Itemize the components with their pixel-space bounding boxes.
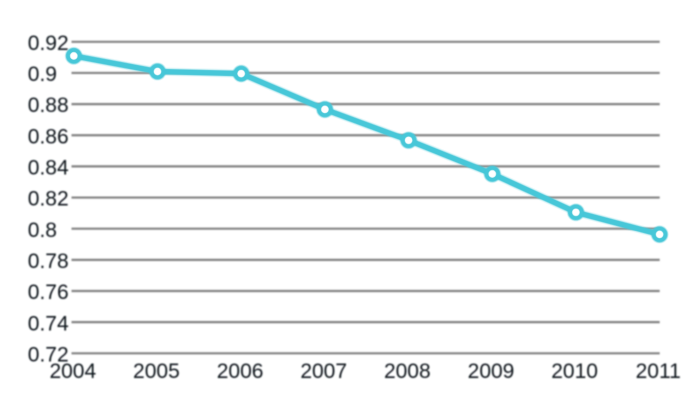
svg-text:2007: 2007 — [300, 360, 347, 383]
svg-text:0.84: 0.84 — [28, 157, 69, 180]
svg-text:0.82: 0.82 — [28, 188, 69, 211]
svg-text:0.76: 0.76 — [28, 281, 69, 304]
svg-text:0.74: 0.74 — [28, 312, 69, 335]
svg-text:2004: 2004 — [49, 360, 96, 383]
svg-text:0.86: 0.86 — [28, 125, 69, 148]
svg-text:2005: 2005 — [133, 360, 180, 383]
svg-text:0.88: 0.88 — [28, 94, 69, 117]
svg-text:2011: 2011 — [636, 360, 681, 383]
svg-text:2009: 2009 — [468, 360, 515, 383]
svg-text:0.9: 0.9 — [28, 63, 57, 86]
svg-text:0.72: 0.72 — [28, 343, 69, 366]
svg-text:0.8: 0.8 — [28, 219, 57, 242]
svg-text:2006: 2006 — [217, 360, 264, 383]
svg-text:0.78: 0.78 — [28, 250, 69, 273]
svg-text:0.92: 0.92 — [28, 32, 69, 55]
svg-text:2008: 2008 — [384, 360, 431, 383]
svg-text:2010: 2010 — [551, 360, 598, 383]
